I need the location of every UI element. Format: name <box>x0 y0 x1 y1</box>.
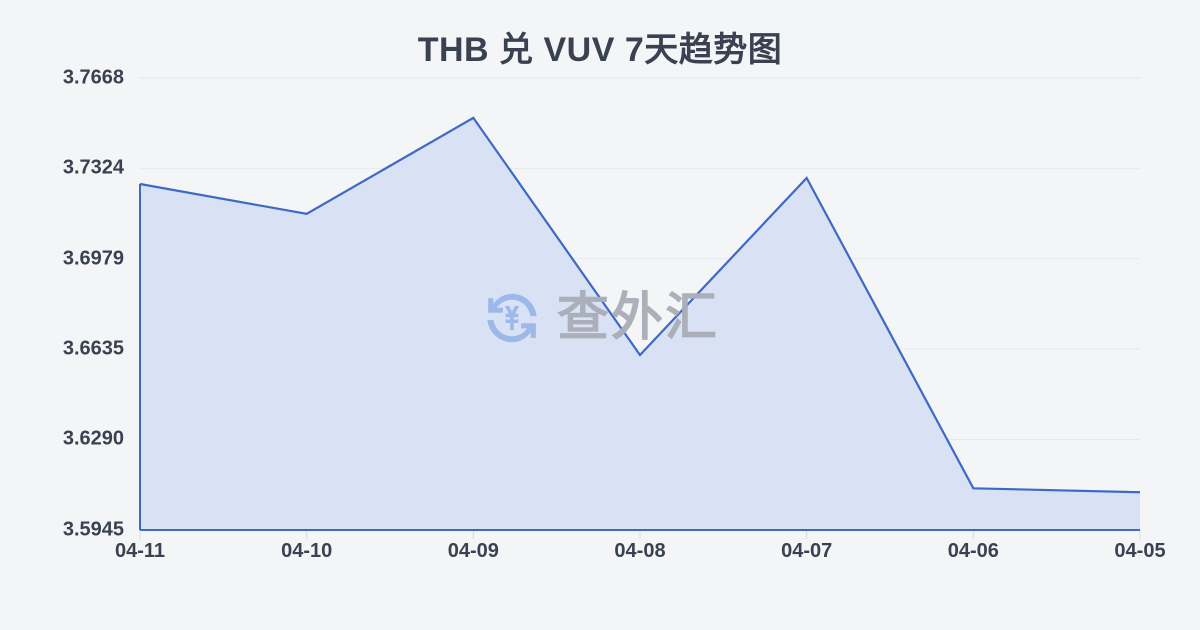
y-axis-tick-label: 3.6290 <box>62 427 124 450</box>
y-axis-tick-label: 3.5945 <box>62 518 124 541</box>
x-axis-tick-label: 04-06 <box>947 540 999 562</box>
x-axis-tick-label: 04-10 <box>281 540 333 562</box>
x-axis-tick-label: 04-08 <box>614 540 666 562</box>
x-axis-labels: 04-11 04-10 04-09 04-08 04-07 04-06 04-05 <box>0 540 1200 580</box>
y-axis-tick-label: 3.7668 <box>62 66 124 89</box>
x-axis-tick-label: 04-09 <box>447 540 499 562</box>
area-fill-path <box>140 117 1140 531</box>
vertical-tick-group <box>139 530 1141 539</box>
y-axis-tick-label: 3.6635 <box>62 337 124 360</box>
trend-line-path <box>139 116 1141 494</box>
chart-title: THB 兑 VUV 7天趋势图 <box>417 31 783 69</box>
y-axis-tick-label: 3.7324 <box>62 156 124 179</box>
y-axis-labels: 3.7668 3.7324 3.6979 3.6635 3.6290 3.5945 <box>12 0 124 630</box>
x-axis-tick-label: 04-07 <box>781 540 833 562</box>
x-axis-tick-label: 04-11 <box>114 540 166 562</box>
x-axis-tick-label: 04-05 <box>1114 540 1166 562</box>
y-axis-tick-label: 3.6979 <box>62 247 124 270</box>
